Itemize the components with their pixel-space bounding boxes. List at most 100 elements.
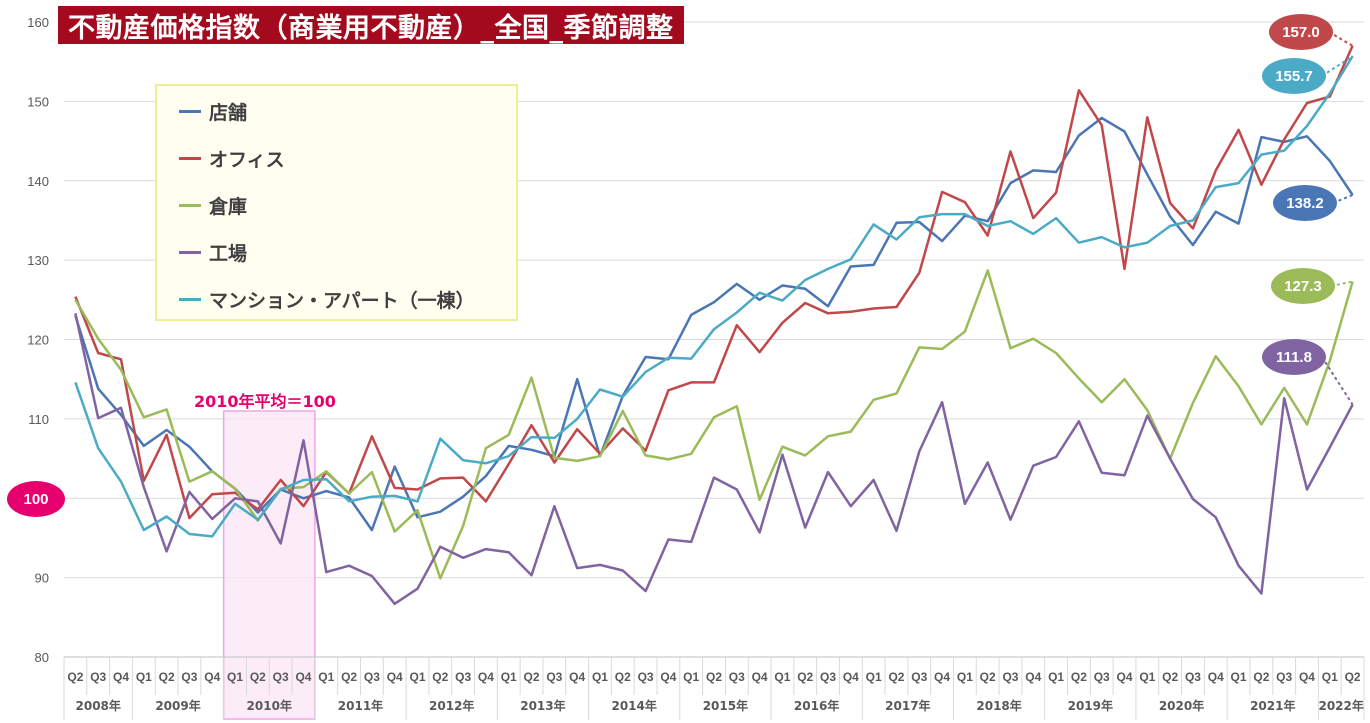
- year-tick-label: 2019年: [1068, 698, 1113, 713]
- quarter-tick-label: Q4: [1299, 670, 1315, 684]
- legend-label-factory: 工場: [209, 243, 248, 265]
- y-tick-label: 140: [27, 174, 49, 189]
- year-tick-label: 2010年: [247, 698, 292, 713]
- legend-item-apartment: マンション・アパート（一棟）: [179, 286, 475, 313]
- quarter-tick-label: Q2: [797, 670, 813, 684]
- y-tick-label: 160: [27, 15, 49, 30]
- quarter-tick-label: Q2: [1162, 670, 1178, 684]
- quarter-tick-label: Q2: [432, 670, 448, 684]
- quarter-tick-label: Q3: [820, 670, 836, 684]
- year-tick-label: 2012年: [429, 698, 474, 713]
- quarter-tick-label: Q3: [729, 670, 745, 684]
- quarter-tick-label: Q2: [1253, 670, 1269, 684]
- quarter-tick-label: Q3: [1185, 670, 1201, 684]
- quarter-tick-label: Q1: [1322, 670, 1338, 684]
- chart-title-box: 不動産価格指数（商業用不動産）_全国_季節調整: [58, 6, 684, 44]
- year-tick-label: 2017年: [885, 698, 930, 713]
- quarter-tick-label: Q4: [1025, 670, 1041, 684]
- quarter-tick-label: Q2: [524, 670, 540, 684]
- quarter-tick-label: Q4: [660, 670, 676, 684]
- quarter-tick-label: Q3: [90, 670, 106, 684]
- year-tick-label: 2018年: [976, 698, 1021, 713]
- year-tick-label: 2011年: [338, 698, 383, 713]
- quarter-tick-label: Q3: [1002, 670, 1018, 684]
- end-label-office: 157.0: [1269, 14, 1333, 50]
- y-tick-label: 80: [35, 650, 49, 665]
- quarter-tick-label: Q1: [774, 670, 790, 684]
- series-line-4: [74, 55, 1354, 538]
- quarter-tick-label: Q2: [250, 670, 266, 684]
- y-tick-label: 90: [35, 571, 49, 586]
- quarter-tick-label: Q2: [706, 670, 722, 684]
- legend-label-store: 店舗: [209, 102, 248, 124]
- quarter-tick-label: Q2: [67, 670, 83, 684]
- quarter-tick-label: Q1: [136, 670, 152, 684]
- quarter-tick-label: Q1: [227, 670, 243, 684]
- label-connectors: [1321, 31, 1354, 406]
- year-tick-label: 2015年: [703, 698, 748, 713]
- quarter-tick-label: Q1: [683, 670, 699, 684]
- quarter-tick-label: Q3: [364, 670, 380, 684]
- end-label-warehouse: 127.3: [1271, 268, 1335, 304]
- year-tick-label: 2013年: [520, 698, 565, 713]
- quarter-tick-label: Q1: [410, 670, 426, 684]
- year-tick-label: 2014年: [611, 698, 656, 713]
- average-base-note: 2010年平均＝100: [194, 392, 336, 411]
- y-tick-label: 130: [27, 253, 49, 268]
- quarter-tick-label: Q4: [1117, 670, 1133, 684]
- base-100-badge: 100: [7, 481, 65, 517]
- quarter-tick-label: Q2: [615, 670, 631, 684]
- end-label-factory: 111.8: [1262, 339, 1326, 375]
- legend-item-store: 店舗: [179, 98, 247, 125]
- legend-item-warehouse: 倉庫: [179, 192, 247, 219]
- end-label-connector: [1321, 55, 1354, 77]
- chart-title: 不動産価格指数（商業用不動産）_全国_季節調整: [68, 12, 674, 44]
- year-tick-label: 2016年: [794, 698, 839, 713]
- legend-label-apartment: マンション・アパート（一棟）: [209, 290, 475, 312]
- quarter-tick-label: Q2: [159, 670, 175, 684]
- legend-label-warehouse: 倉庫: [209, 196, 248, 218]
- quarter-tick-label: Q2: [1345, 670, 1361, 684]
- end-label-store: 138.2: [1273, 185, 1337, 221]
- quarter-tick-label: Q4: [934, 670, 950, 684]
- end-label-apartment: 155.7: [1262, 58, 1326, 94]
- legend-item-office: オフィス: [179, 145, 285, 172]
- quarter-tick-label: Q3: [455, 670, 471, 684]
- quarter-tick-label: Q3: [1094, 670, 1110, 684]
- y-tick-label: 110: [28, 412, 49, 427]
- year-tick-label: 2009年: [155, 698, 200, 713]
- quarter-tick-label: Q2: [1071, 670, 1087, 684]
- quarter-tick-label: Q4: [752, 670, 768, 684]
- year-tick-label: 2021年: [1250, 698, 1295, 713]
- quarter-tick-label: Q3: [181, 670, 197, 684]
- quarter-tick-label: Q3: [273, 670, 289, 684]
- quarter-tick-label: Q1: [1139, 670, 1155, 684]
- year-tick-label: 2008年: [76, 698, 121, 713]
- end-label-connector: [1330, 280, 1353, 287]
- quarter-tick-label: Q1: [592, 670, 608, 684]
- quarter-tick-label: Q2: [341, 670, 357, 684]
- quarter-tick-label: Q2: [980, 670, 996, 684]
- quarter-tick-label: Q1: [1048, 670, 1064, 684]
- quarter-tick-label: Q4: [843, 670, 859, 684]
- series-line-3: [74, 313, 1354, 606]
- quarter-tick-label: Q1: [1231, 670, 1247, 684]
- legend-swatch-store: [179, 110, 201, 113]
- quarter-tick-label: Q4: [204, 670, 220, 684]
- quarter-tick-label: Q2: [888, 670, 904, 684]
- quarter-tick-label: Q4: [295, 670, 311, 684]
- quarter-tick-label: Q3: [546, 670, 562, 684]
- legend-swatch-apartment: [179, 298, 201, 301]
- quarter-tick-label: Q4: [1208, 670, 1224, 684]
- quarter-tick-label: Q1: [866, 670, 882, 684]
- quarter-tick-label: Q4: [478, 670, 494, 684]
- end-label-connector: [1328, 31, 1354, 47]
- legend-swatch-factory: [179, 251, 201, 254]
- legend-label-office: オフィス: [209, 149, 285, 171]
- legend: 店舗 オフィス 倉庫 工場 マンション・アパート（一棟）: [155, 84, 518, 321]
- legend-item-factory: 工場: [179, 239, 247, 266]
- quarter-tick-label: Q1: [318, 670, 334, 684]
- axes: 8090100110120130140150160Q2Q3Q4Q1Q2Q3Q4Q…: [27, 15, 1365, 720]
- y-tick-label: 150: [27, 94, 49, 109]
- legend-swatch-warehouse: [179, 204, 201, 207]
